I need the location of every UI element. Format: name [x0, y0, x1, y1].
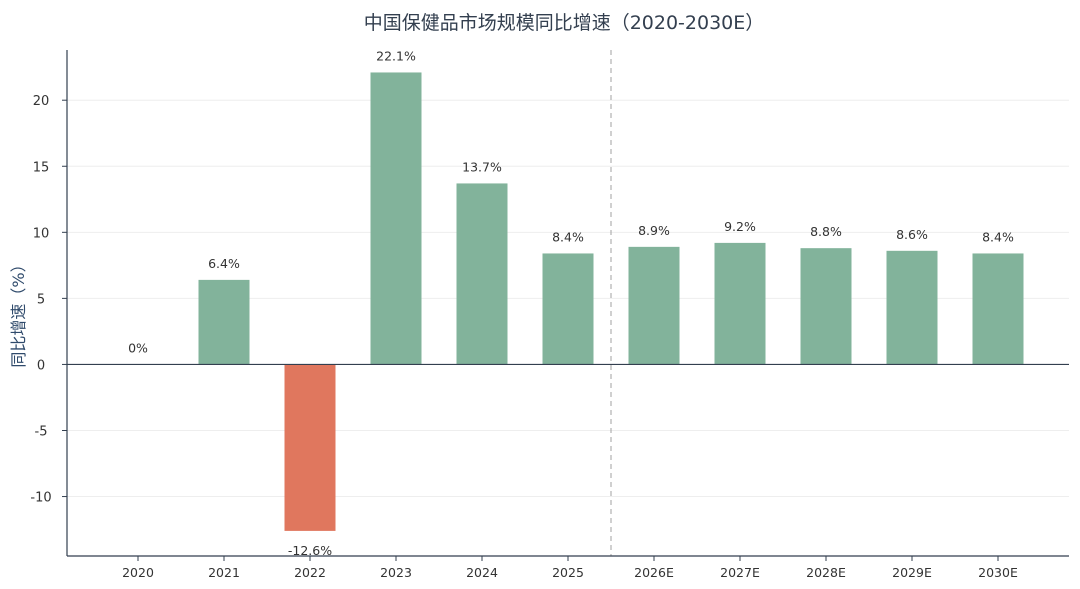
y-tick-label: -10	[30, 491, 51, 506]
bar-2022	[284, 364, 336, 531]
y-axis-label: 同比增速（%）	[9, 256, 28, 367]
data-label-2021: 6.4%	[208, 256, 240, 271]
y-tick-label: 15	[33, 160, 50, 175]
x-tick-label: 2030E	[978, 565, 1018, 580]
data-label-2030E: 8.4%	[982, 229, 1014, 244]
data-label-2026E: 8.9%	[638, 223, 670, 238]
data-label-2023: 22.1%	[376, 48, 416, 63]
bar-2025	[542, 253, 594, 365]
data-label-2025: 8.4%	[552, 229, 584, 244]
data-label-2024: 13.7%	[462, 159, 502, 174]
x-tick-label: 2026E	[634, 565, 674, 580]
data-label-2028E: 8.8%	[810, 224, 842, 239]
y-axis-ticks: -10 -5 0 5 10 15 20	[30, 94, 67, 506]
x-tick-label: 2029E	[892, 565, 932, 580]
data-label-2029E: 8.6%	[896, 227, 928, 242]
chart-title: 中国保健品市场规模同比增速（2020-2030E）	[364, 12, 765, 34]
bar-2029E	[886, 250, 938, 365]
bar-2023	[370, 72, 422, 365]
bar-2021	[198, 279, 250, 365]
x-tick-label: 2023	[380, 565, 412, 580]
x-tick-label: 2025	[552, 565, 584, 580]
data-labels: 0% 6.4% -12.6% 22.1% 13.7% 8.4% 8.9% 9.2% 8.8% 8.…	[128, 48, 1014, 557]
x-tick-label: 2021	[208, 565, 240, 580]
y-tick-label: 0	[37, 358, 45, 373]
x-tick-label: 2027E	[720, 565, 760, 580]
data-label-2020: 0%	[128, 340, 148, 355]
y-tick-label: 20	[33, 94, 50, 109]
y-tick-label: -5	[35, 424, 48, 439]
x-tick-label: 2028E	[806, 565, 846, 580]
bar-2030E	[972, 253, 1024, 365]
y-tick-label: 5	[37, 292, 45, 307]
x-axis-ticks: 2020 2021 2022 2023 2024 2025 2026E 2027E 2028E 2…	[122, 556, 1018, 580]
x-tick-label: 2024	[466, 565, 498, 580]
bar-group	[198, 72, 1024, 531]
bar-2024	[456, 183, 508, 365]
x-tick-label: 2022	[294, 565, 326, 580]
data-label-2022: -12.6%	[288, 543, 332, 558]
x-tick-label: 2020	[122, 565, 154, 580]
y-tick-label: 10	[33, 226, 50, 241]
data-label-2027E: 9.2%	[724, 219, 756, 234]
bar-2028E	[800, 248, 852, 365]
bar-2027E	[714, 242, 766, 365]
bar-2026E	[628, 246, 680, 365]
